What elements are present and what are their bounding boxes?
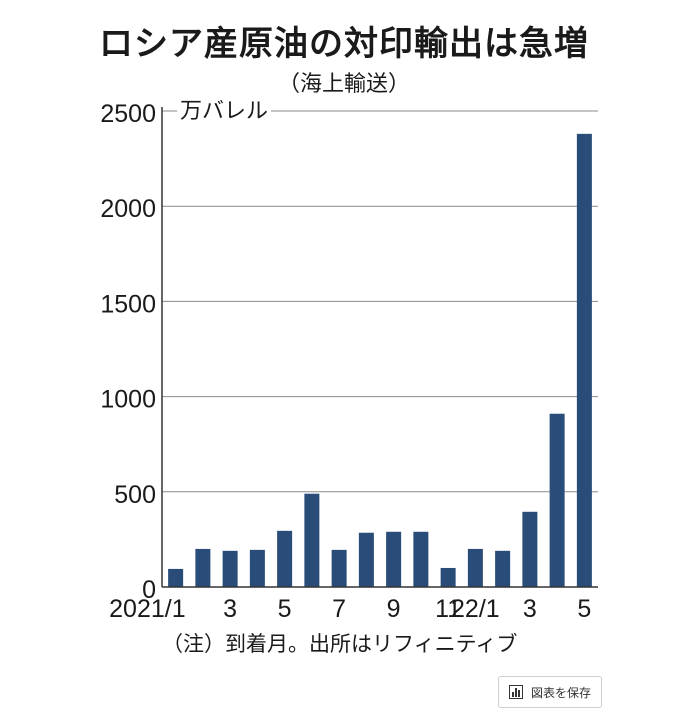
bar bbox=[467, 548, 483, 587]
chart-icon bbox=[508, 685, 523, 699]
bar bbox=[386, 531, 402, 587]
bar bbox=[495, 550, 511, 587]
y-axis-unit: 万バレル bbox=[180, 99, 268, 124]
y-axis-unit-background bbox=[177, 99, 272, 124]
x-tick-label: 11 bbox=[435, 595, 461, 623]
bar bbox=[549, 413, 565, 587]
bar bbox=[277, 530, 293, 587]
chart-title: ロシア産原油の対印輸出は急増 bbox=[99, 24, 589, 64]
bar bbox=[195, 548, 211, 587]
source-note: （注）到着月。出所はリフィニティブ bbox=[162, 632, 518, 656]
bar bbox=[413, 531, 429, 587]
x-tick-label: 5 bbox=[278, 595, 292, 623]
bar bbox=[331, 549, 347, 587]
bar bbox=[358, 532, 374, 587]
bar bbox=[222, 550, 238, 587]
bar bbox=[576, 133, 592, 587]
bar bbox=[522, 511, 538, 587]
y-tick-label: 0 bbox=[142, 576, 156, 604]
save-chart-label: 図表を保存 bbox=[530, 685, 591, 700]
chart-subtitle: （海上輸送） bbox=[277, 72, 410, 97]
y-tick-label: 2000 bbox=[100, 195, 156, 223]
save-chart-button[interactable]: 図表を保存 bbox=[498, 676, 602, 708]
y-tick-label: 500 bbox=[114, 481, 156, 509]
x-tick-label: 9 bbox=[387, 595, 401, 623]
x-tick-label: 5 bbox=[577, 595, 591, 623]
y-tick-label: 1000 bbox=[100, 386, 156, 414]
x-tick-label: 22/1 bbox=[451, 595, 500, 623]
bar-chart: 0 500 1000 1500 2000 2500 万バレル 2021/1 3 5 7 9 1122/1… bbox=[100, 99, 598, 623]
y-tick-label: 1500 bbox=[100, 290, 156, 318]
bar bbox=[168, 568, 184, 587]
bar bbox=[440, 567, 456, 587]
x-tick-label: 2021/1 bbox=[109, 595, 185, 623]
x-tick-label: 7 bbox=[332, 595, 346, 623]
y-tick-label: 2500 bbox=[100, 100, 156, 128]
x-tick-label: 3 bbox=[223, 595, 237, 623]
x-tick-label: 3 bbox=[523, 595, 537, 623]
bar bbox=[304, 493, 320, 587]
bar bbox=[249, 549, 265, 587]
